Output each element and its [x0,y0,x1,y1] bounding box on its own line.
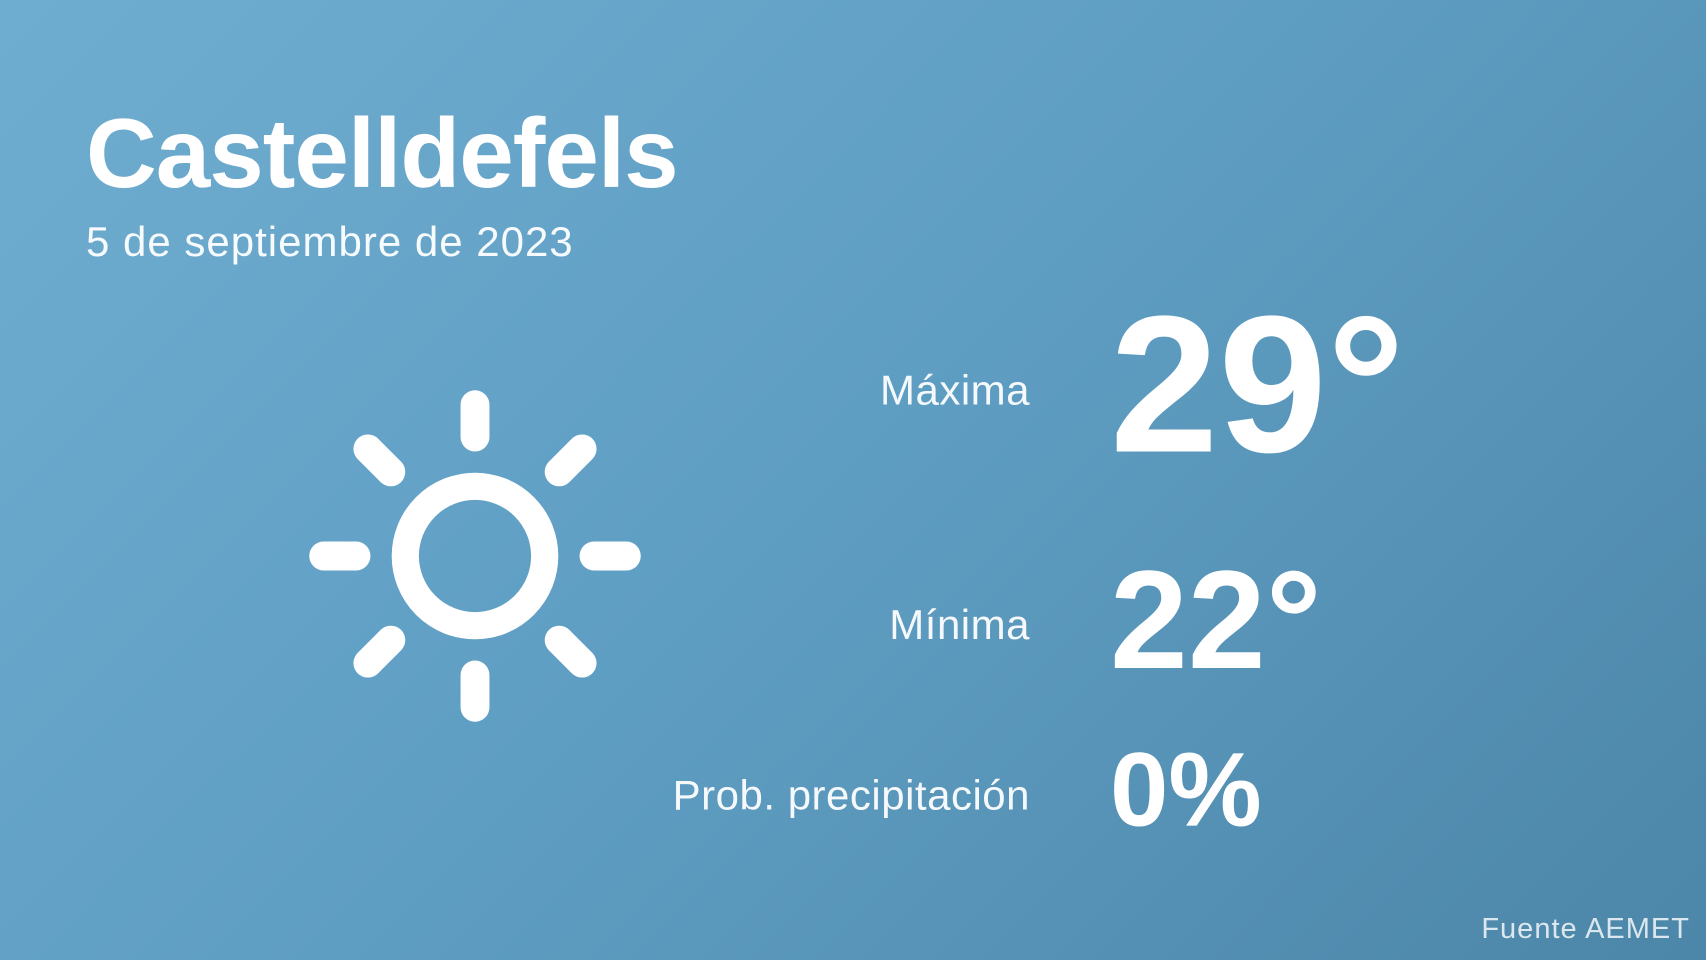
city-title: Castelldefels [86,98,679,208]
metric-row-precipitation: Prob. precipitación 0% [460,738,1262,843]
precipitation-label: Prob. precipitación [672,771,1030,818]
max-temp-label: Máxima [879,366,1030,413]
header: Castelldefels 5 de septiembre de 2023 [86,98,679,266]
date-subtitle: 5 de septiembre de 2023 [86,218,574,265]
metric-row-min: Mínima 22° [460,541,1322,698]
source-attribution: Fuente AEMET [1481,913,1690,945]
min-temp-value: 22° [1110,541,1322,698]
metric-row-max: Máxima 29° [460,275,1405,494]
sun-icon [305,386,645,726]
min-temp-label: Mínima [889,601,1030,648]
precipitation-value: 0% [1110,731,1262,849]
max-temp-value: 29° [1110,275,1405,494]
